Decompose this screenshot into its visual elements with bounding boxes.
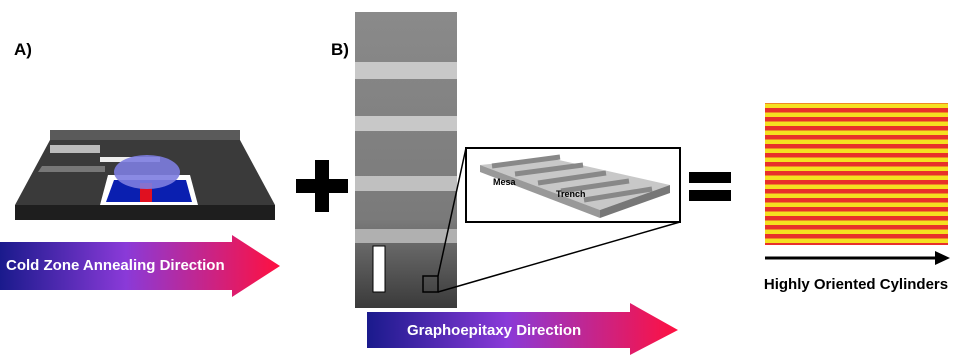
cold-zone-arrow: Cold Zone Annealing Direction <box>0 235 280 297</box>
panel-label: B) <box>331 40 349 59</box>
inset: Mesa Trench <box>438 148 680 292</box>
sem-image <box>355 12 457 308</box>
inset-label: Trench <box>556 189 586 199</box>
plus-sign <box>296 160 348 212</box>
result-label: Highly Oriented Cylinders <box>764 276 948 293</box>
arrow-label: Graphoepitaxy Direction <box>407 322 581 339</box>
figure: A) Cold Zone Annealing Direction B) <box>0 0 965 355</box>
inset-label: Mesa <box>493 177 517 187</box>
arrow-label: Cold Zone Annealing Direction <box>6 257 225 274</box>
result-arrow <box>765 251 950 265</box>
cylinder-pattern <box>765 103 948 245</box>
annealing-device <box>15 130 275 220</box>
graphoepitaxy-arrow: Graphoepitaxy Direction <box>367 303 678 355</box>
equals-sign <box>689 172 731 201</box>
panel-label: A) <box>14 40 32 59</box>
